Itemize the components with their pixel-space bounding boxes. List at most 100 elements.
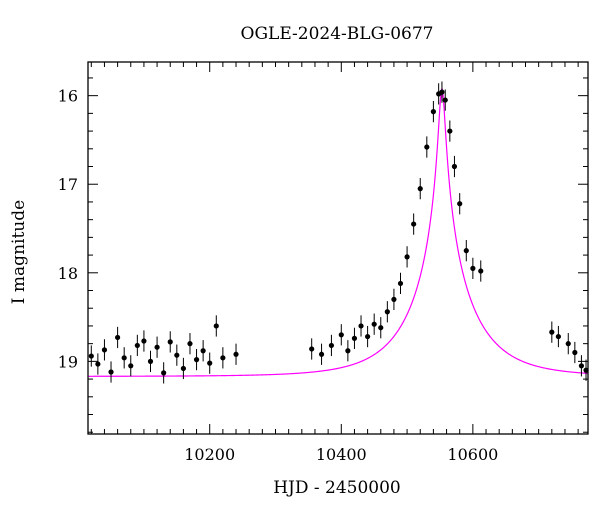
point-marker [565,341,571,347]
data-point [447,120,453,142]
model-layer [88,86,589,377]
point-marker [365,333,371,340]
point-marker [549,329,555,335]
data-point [430,100,436,123]
point-marker [451,163,458,170]
data-point [439,81,445,103]
model-curve [88,86,589,377]
point-marker [200,348,206,354]
data-point [391,288,397,310]
data-point [193,348,200,371]
data-point [233,343,239,365]
point-marker [404,254,410,260]
x-tick-label: 10200 [184,445,235,464]
point-marker [328,342,335,349]
data-point [167,331,173,353]
point-marker [174,352,180,358]
point-marker [417,186,423,192]
data-point [88,345,94,367]
data-point [95,353,101,375]
point-marker [572,349,578,356]
point-marker [207,360,213,366]
data-point [470,257,476,279]
point-marker [309,346,315,352]
data-point [115,326,121,349]
point-marker [424,144,430,150]
data-point [134,334,140,357]
point-marker [338,332,344,338]
data-point [200,340,206,362]
point-marker [391,296,397,302]
data-point [411,213,417,235]
data-point [108,361,114,383]
data-point [417,178,423,200]
data-point [213,315,219,337]
point-marker [478,268,484,274]
data-point [207,352,213,374]
y-tick-label: 17 [58,175,78,194]
point-marker [213,323,219,329]
data-point [180,357,186,380]
point-marker [220,355,226,361]
point-marker [358,323,364,329]
data-point [318,343,325,365]
point-marker [447,128,453,134]
axis-ticks: 10200 10400 10600 16 17 18 19 [58,62,588,464]
data-point [358,315,364,337]
data-point [404,246,410,268]
point-marker [470,265,476,271]
data-point [565,333,571,355]
data-point [583,359,589,381]
y-tick-label: 18 [58,264,78,283]
point-marker [193,357,200,363]
point-marker [345,348,351,354]
data-point [442,89,448,111]
point-marker [351,335,358,341]
point-marker [180,365,186,372]
plot-frame [87,61,589,435]
point-marker [115,334,121,341]
point-marker [457,201,463,207]
y-axis-label: I magnitude [9,200,29,304]
data-point [378,317,384,339]
point-marker [128,363,134,369]
data-point [578,355,585,377]
data-point [128,355,134,377]
point-marker [88,353,94,359]
data-point [424,136,430,158]
x-tick-label: 10400 [316,445,367,464]
point-marker [378,325,384,331]
chart-title: OGLE-2024-BLG-0677 [241,24,434,44]
data-point [338,324,344,346]
data-point [451,155,458,178]
data-point [328,334,335,357]
data-points [88,81,589,384]
data-point [351,327,358,349]
data-point [549,321,555,343]
data-point [154,336,160,358]
point-marker [154,344,160,350]
data-point [365,325,371,348]
data-point [478,260,484,282]
point-marker [187,341,193,347]
point-marker [101,347,108,353]
data-point [187,333,193,355]
point-marker [583,367,589,373]
data-point [555,325,561,348]
x-tick-label: 10600 [447,445,498,464]
point-marker [121,355,127,361]
data-point [384,301,390,323]
point-marker [233,351,239,357]
data-point [174,344,180,366]
point-marker [439,89,445,95]
data-point [457,193,463,215]
point-marker [318,351,325,357]
point-marker [578,363,585,369]
point-marker [430,109,436,115]
y-tick-label: 16 [58,87,78,106]
data-point [147,350,154,372]
point-marker [95,361,101,367]
y-tick-label: 19 [58,352,78,371]
point-marker [147,358,154,364]
data-point [161,362,167,384]
